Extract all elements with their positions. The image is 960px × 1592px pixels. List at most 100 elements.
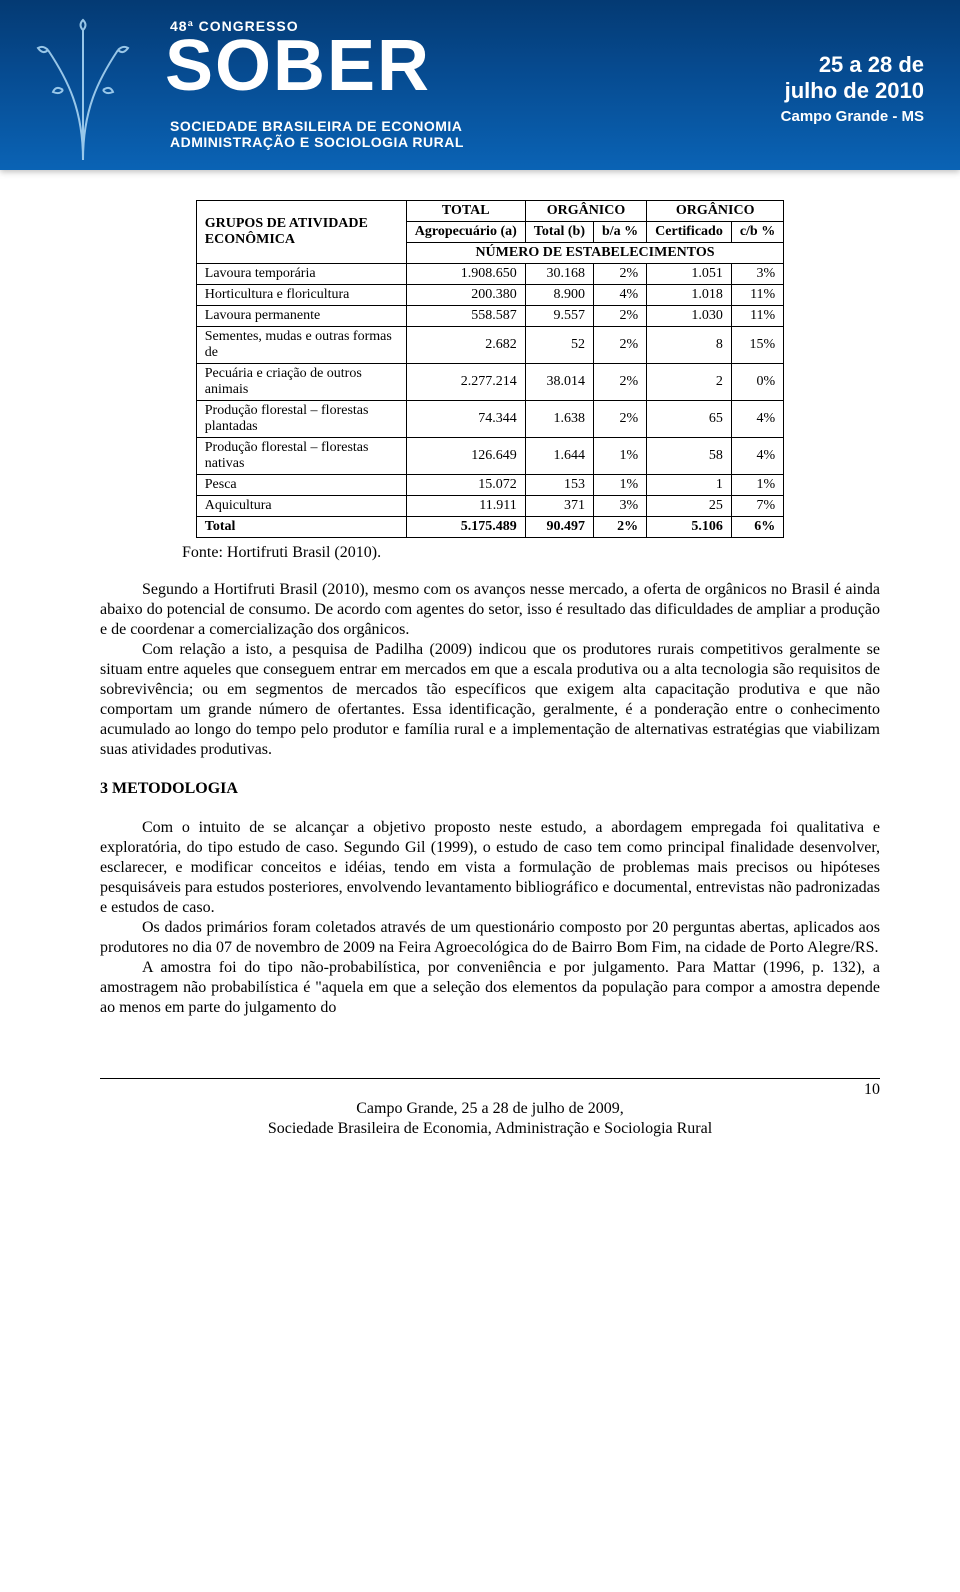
cell-agropec: 74.344 bbox=[406, 401, 525, 438]
date-line-2: julho de 2010 bbox=[781, 78, 924, 104]
cell-agropec: 558.587 bbox=[406, 306, 525, 327]
row-label: Pesca bbox=[196, 475, 406, 496]
section-heading: 3 METODOLOGIA bbox=[100, 780, 880, 798]
data-table: GRUPOS DE ATIVIDADE ECONÔMICA TOTAL ORGÂ… bbox=[196, 200, 784, 538]
cell-agropec: 5.175.489 bbox=[406, 517, 525, 538]
cell-cert: 1 bbox=[647, 475, 732, 496]
banner-subtitle: SOCIEDADE BRASILEIRA DE ECONOMIA ADMINIS… bbox=[170, 118, 464, 150]
col-totalb: Total (b) bbox=[525, 222, 593, 243]
page-number: 10 bbox=[100, 1078, 880, 1099]
paragraph-4: Os dados primários foram coletados atrav… bbox=[100, 918, 880, 958]
row-label: Sementes, mudas e outras formas de bbox=[196, 327, 406, 364]
cell-ba: 2% bbox=[593, 364, 646, 401]
cell-cert: 25 bbox=[647, 496, 732, 517]
row-label: Total bbox=[196, 517, 406, 538]
table-row: Produção florestal – florestas nativas12… bbox=[196, 438, 783, 475]
table-row: Pecuária e criação de outros animais2.27… bbox=[196, 364, 783, 401]
cell-cb: 0% bbox=[731, 364, 783, 401]
cell-ba: 3% bbox=[593, 496, 646, 517]
cell-cert: 1.018 bbox=[647, 285, 732, 306]
cell-cert: 1.051 bbox=[647, 264, 732, 285]
cell-agropec: 15.072 bbox=[406, 475, 525, 496]
cell-cb: 6% bbox=[731, 517, 783, 538]
cell-agropec: 126.649 bbox=[406, 438, 525, 475]
cell-cb: 3% bbox=[731, 264, 783, 285]
banner-date: 25 a 28 de julho de 2010 Campo Grande - … bbox=[781, 52, 924, 125]
cell-ba: 2% bbox=[593, 306, 646, 327]
cell-cert: 1.030 bbox=[647, 306, 732, 327]
event-banner: 48ª CONGRESSO SOBER SOCIEDADE BRASILEIRA… bbox=[0, 0, 960, 170]
cell-totalb: 371 bbox=[525, 496, 593, 517]
row-label: Produção florestal – florestas plantadas bbox=[196, 401, 406, 438]
cell-ba: 2% bbox=[593, 517, 646, 538]
table-body: Lavoura temporária1.908.65030.1682%1.051… bbox=[196, 264, 783, 538]
cell-cert: 58 bbox=[647, 438, 732, 475]
table-row: Lavoura temporária1.908.65030.1682%1.051… bbox=[196, 264, 783, 285]
cell-cb: 4% bbox=[731, 401, 783, 438]
row-label: Horticultura e floricultura bbox=[196, 285, 406, 306]
date-line-3: Campo Grande - MS bbox=[781, 108, 924, 125]
col-organico-2: ORGÂNICO bbox=[647, 201, 784, 222]
cell-cert: 2 bbox=[647, 364, 732, 401]
table-row: Lavoura permanente558.5879.5572%1.03011% bbox=[196, 306, 783, 327]
table-row: Aquicultura11.9113713%257% bbox=[196, 496, 783, 517]
page-footer: 10 Campo Grande, 25 a 28 de julho de 200… bbox=[100, 1078, 880, 1139]
col-organico-1: ORGÂNICO bbox=[525, 201, 646, 222]
cell-cb: 11% bbox=[731, 306, 783, 327]
cell-totalb: 52 bbox=[525, 327, 593, 364]
cell-cb: 4% bbox=[731, 438, 783, 475]
cell-totalb: 90.497 bbox=[525, 517, 593, 538]
row-label: Pecuária e criação de outros animais bbox=[196, 364, 406, 401]
cell-totalb: 1.644 bbox=[525, 438, 593, 475]
cell-totalb: 30.168 bbox=[525, 264, 593, 285]
footer-line-1: Campo Grande, 25 a 28 de julho de 2009, bbox=[100, 1099, 880, 1119]
subtitle-line-2: ADMINISTRAÇÃO E SOCIOLOGIA RURAL bbox=[170, 134, 464, 150]
col-agropec: Agropecuário (a) bbox=[406, 222, 525, 243]
page-content: GRUPOS DE ATIVIDADE ECONÔMICA TOTAL ORGÂ… bbox=[0, 170, 960, 1179]
cell-cb: 7% bbox=[731, 496, 783, 517]
cell-ba: 2% bbox=[593, 264, 646, 285]
cell-cb: 1% bbox=[731, 475, 783, 496]
row-label: Produção florestal – florestas nativas bbox=[196, 438, 406, 475]
paragraph-5: A amostra foi do tipo não-probabilística… bbox=[100, 958, 880, 1018]
footer-line-2: Sociedade Brasileira de Economia, Admini… bbox=[100, 1119, 880, 1139]
cell-agropec: 2.277.214 bbox=[406, 364, 525, 401]
cell-totalb: 38.014 bbox=[525, 364, 593, 401]
col-cb: c/b % bbox=[731, 222, 783, 243]
table-source: Fonte: Hortifruti Brasil (2010). bbox=[182, 544, 880, 562]
table-row: Pesca15.0721531%11% bbox=[196, 475, 783, 496]
col-numero: NÚMERO DE ESTABELECIMENTOS bbox=[406, 243, 783, 264]
table-header: GRUPOS DE ATIVIDADE ECONÔMICA TOTAL ORGÂ… bbox=[196, 201, 783, 264]
cell-totalb: 153 bbox=[525, 475, 593, 496]
col-ba: b/a % bbox=[593, 222, 646, 243]
table-row: Produção florestal – florestas plantadas… bbox=[196, 401, 783, 438]
row-label: Lavoura temporária bbox=[196, 264, 406, 285]
paragraph-3: Com o intuito de se alcançar a objetivo … bbox=[100, 818, 880, 918]
cell-totalb: 1.638 bbox=[525, 401, 593, 438]
cell-totalb: 8.900 bbox=[525, 285, 593, 306]
cell-agropec: 1.908.650 bbox=[406, 264, 525, 285]
cell-ba: 1% bbox=[593, 438, 646, 475]
date-line-1: 25 a 28 de bbox=[781, 52, 924, 78]
cell-cert: 65 bbox=[647, 401, 732, 438]
col-total: TOTAL bbox=[406, 201, 525, 222]
cell-agropec: 200.380 bbox=[406, 285, 525, 306]
cell-cert: 8 bbox=[647, 327, 732, 364]
cell-ba: 2% bbox=[593, 327, 646, 364]
cell-ba: 4% bbox=[593, 285, 646, 306]
table-total-row: Total5.175.48990.4972%5.1066% bbox=[196, 517, 783, 538]
table-row: Horticultura e floricultura200.3808.9004… bbox=[196, 285, 783, 306]
col-grupos: GRUPOS DE ATIVIDADE ECONÔMICA bbox=[196, 201, 406, 264]
cell-ba: 1% bbox=[593, 475, 646, 496]
cell-ba: 2% bbox=[593, 401, 646, 438]
table-row: Sementes, mudas e outras formas de2.6825… bbox=[196, 327, 783, 364]
cell-cert: 5.106 bbox=[647, 517, 732, 538]
cell-agropec: 2.682 bbox=[406, 327, 525, 364]
paragraph-2: Com relação a isto, a pesquisa de Padilh… bbox=[100, 640, 880, 760]
cell-totalb: 9.557 bbox=[525, 306, 593, 327]
row-label: Aquicultura bbox=[196, 496, 406, 517]
subtitle-line-1: SOCIEDADE BRASILEIRA DE ECONOMIA bbox=[170, 118, 464, 134]
plant-illustration bbox=[8, 8, 158, 162]
sober-logo-text: SOBER bbox=[165, 30, 431, 102]
col-cert: Certificado bbox=[647, 222, 732, 243]
